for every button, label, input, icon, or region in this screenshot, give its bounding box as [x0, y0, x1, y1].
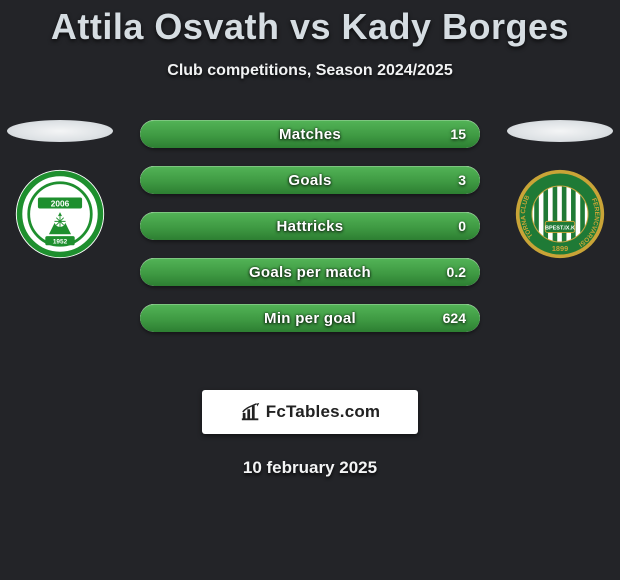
stat-row-label: Matches — [140, 120, 480, 148]
fctables-logo[interactable]: FcTables.com — [202, 390, 418, 434]
date-text: 10 february 2025 — [0, 458, 620, 478]
stat-row-label: Min per goal — [140, 304, 480, 332]
stat-row: Hattricks0 — [140, 212, 480, 240]
ferencvaros-crest-icon: FERENCVAROSI TORNA CLUB BPEST.IX.K 1899 — [514, 166, 606, 262]
fctables-logo-text: FcTables.com — [266, 402, 381, 422]
stat-row-right-value: 3 — [458, 166, 466, 194]
stat-row-label: Hattricks — [140, 212, 480, 240]
right-marker-ellipse — [507, 120, 613, 142]
comparison-bars: Matches15 Goals3 Hattricks0 Goals per match… — [140, 120, 480, 332]
comparison-card: Attila Osvath vs Kady Borges Club compet… — [0, 0, 620, 580]
left-marker-ellipse — [7, 120, 113, 142]
page-title: Attila Osvath vs Kady Borges — [0, 6, 620, 48]
stat-row: Matches15 — [140, 120, 480, 148]
right-team-column: FERENCVAROSI TORNA CLUB BPEST.IX.K 1899 — [500, 114, 620, 260]
stat-row-right-value: 624 — [443, 304, 466, 332]
bars-chart-icon — [240, 401, 262, 423]
subtitle: Club competitions, Season 2024/2025 — [0, 62, 620, 80]
stat-row-right-value: 15 — [450, 120, 466, 148]
svg-text:1899: 1899 — [552, 244, 568, 253]
stat-row-right-value: 0.2 — [447, 258, 466, 286]
stat-row: Min per goal624 — [140, 304, 480, 332]
svg-text:BPEST.IX.K: BPEST.IX.K — [545, 226, 575, 232]
comparison-content: 2006 1952 — [0, 120, 620, 360]
stat-row: Goals3 — [140, 166, 480, 194]
left-team-column: 2006 1952 — [0, 114, 120, 260]
svg-text:1952: 1952 — [53, 238, 68, 245]
left-team-crest: 2006 1952 — [14, 168, 106, 260]
stat-row-label: Goals — [140, 166, 480, 194]
right-team-crest: FERENCVAROSI TORNA CLUB BPEST.IX.K 1899 — [514, 168, 606, 260]
svg-text:2006: 2006 — [51, 200, 70, 209]
stat-row: Goals per match0.2 — [140, 258, 480, 286]
stat-row-right-value: 0 — [458, 212, 466, 240]
stat-row-label: Goals per match — [140, 258, 480, 286]
paksi-crest-icon: 2006 1952 — [14, 168, 106, 260]
